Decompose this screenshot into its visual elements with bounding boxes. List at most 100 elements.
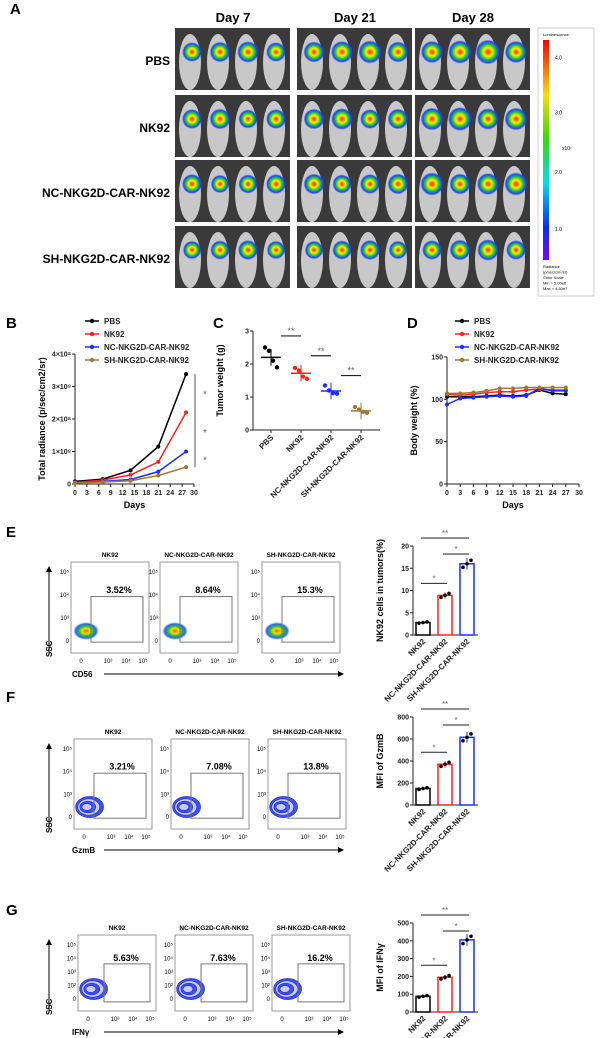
axis-lines	[446, 357, 579, 485]
y-tick-label: 10⁵	[251, 569, 261, 576]
data-point	[270, 358, 276, 363]
x-tick-label: 10³	[104, 659, 113, 665]
data-point	[421, 786, 425, 791]
y-tick-label: 300	[397, 956, 409, 963]
x-tick-label: 10⁵	[238, 834, 248, 841]
bioluminescence-signal	[237, 41, 259, 63]
gate-percentage: 8.64%	[195, 585, 221, 595]
data-point	[497, 389, 502, 394]
x-tick-label: 6	[97, 490, 101, 497]
x-tick-label: 15	[509, 490, 517, 497]
y-tick-label: 0	[73, 997, 77, 1003]
colorbar-footer: Radiance	[543, 264, 561, 269]
chart-D: 0 50 100 150 Body weight (%) 0 3 6 9 12 15 18 21 24 27…	[409, 317, 583, 510]
gate	[200, 963, 248, 1003]
flow-plot-title: SH-NKG2D-CAR-NK92	[273, 729, 342, 736]
bioluminescence-signal	[387, 108, 409, 130]
y-tick-label: 200	[397, 781, 409, 788]
legend-label: NK92	[474, 330, 495, 339]
gate	[287, 772, 341, 819]
data-point	[524, 393, 529, 398]
colorbar-gradient	[543, 40, 549, 260]
day-label: Day 21	[334, 10, 376, 25]
bar	[415, 787, 431, 806]
colorbar-footer: Color Scale	[543, 275, 564, 280]
y-tick-label: 10⁵	[261, 942, 271, 949]
bar	[415, 995, 431, 1013]
data-point	[184, 372, 189, 377]
bioluminescence-signal	[477, 239, 499, 261]
significance-label: **	[287, 326, 295, 336]
bioluminescence-signal	[448, 40, 472, 64]
y-axis-label: NK92 cells in tumors(%)	[375, 539, 385, 642]
y-tick-label: 0	[405, 633, 409, 640]
bioluminescence-signal	[506, 240, 526, 260]
data-point	[330, 390, 336, 396]
x-tick-label: 10⁴	[124, 834, 134, 841]
x-tick-label: 24	[166, 490, 174, 497]
gate	[103, 963, 151, 1003]
data-point	[524, 385, 529, 390]
x-tick-label: 9	[109, 490, 113, 497]
gate-percentage: 15.3%	[297, 585, 323, 595]
bioluminescence-signal	[504, 107, 528, 131]
bioluminescence-signal	[303, 41, 325, 63]
flow-plot-title: NK92	[105, 729, 122, 736]
legend-marker	[459, 318, 465, 324]
bioluminescence-signal	[358, 40, 382, 64]
flow-plot-frame	[174, 934, 254, 1012]
y-tick-label: 0	[170, 997, 174, 1003]
significance-label: *	[432, 743, 435, 752]
flow-plot-title: NK92	[109, 925, 126, 932]
flow-plot-title: SH-NKG2D-CAR-NK92	[277, 925, 346, 932]
x-tick-label: 12	[496, 490, 504, 497]
bioluminescence-signal	[331, 108, 353, 130]
significance-label: **	[317, 346, 325, 356]
x-tick-label: 0	[280, 1017, 284, 1023]
panel-label-f: F	[6, 689, 15, 706]
density-plot	[162, 622, 188, 640]
significance-label: **	[442, 700, 448, 709]
flow-plot-title: NC-NKG2D-CAR-NK92	[164, 552, 234, 559]
x-tick-label: 10⁴	[128, 1016, 138, 1023]
group-label: NK92	[139, 121, 170, 135]
y-tick-label: 10³	[160, 792, 169, 798]
legend-marker	[459, 331, 465, 337]
bioluminescence-signal	[422, 240, 442, 260]
colorbar: Luminescence 4.0 3.0 2.0 1.0 x10⁷ Radiance(p/s…	[537, 27, 595, 297]
group-label: PBS	[145, 54, 170, 68]
data-point	[461, 738, 465, 743]
x-tick-label: 30	[575, 490, 583, 497]
data-point	[497, 386, 502, 391]
y-tick-label: 10⁵	[60, 569, 70, 576]
y-tick-label: 10⁴	[67, 956, 77, 963]
x-tick-label: 0	[183, 1017, 187, 1023]
data-point	[360, 409, 366, 415]
significance-label: **	[442, 529, 448, 538]
axis-lines	[74, 354, 194, 485]
y-tick-label: 10⁵	[160, 746, 170, 753]
data-point	[563, 388, 568, 393]
x-tick-label: 10³	[204, 835, 213, 841]
data-point	[262, 345, 268, 350]
mouse-image	[235, 101, 257, 157]
data-point	[184, 465, 189, 470]
y-tick-label: 600	[397, 737, 409, 744]
data-point	[156, 469, 161, 474]
bioluminescence-signal	[360, 174, 380, 194]
x-tick-label: 30	[190, 490, 198, 497]
x-tick-label: 0	[276, 835, 280, 841]
x-tick-label: 10⁵	[335, 834, 345, 841]
bar	[459, 736, 475, 806]
y-tick-label: 0	[245, 428, 249, 435]
data-point	[425, 993, 429, 998]
y-tick-label: 10⁵	[149, 569, 159, 576]
y-tick-label: 200	[397, 974, 409, 981]
flow-plot-title: NC-NKG2D-CAR-NK92	[179, 925, 249, 932]
y-tick-label: 500	[397, 921, 409, 928]
data-point	[296, 368, 302, 373]
data-point	[300, 374, 306, 379]
